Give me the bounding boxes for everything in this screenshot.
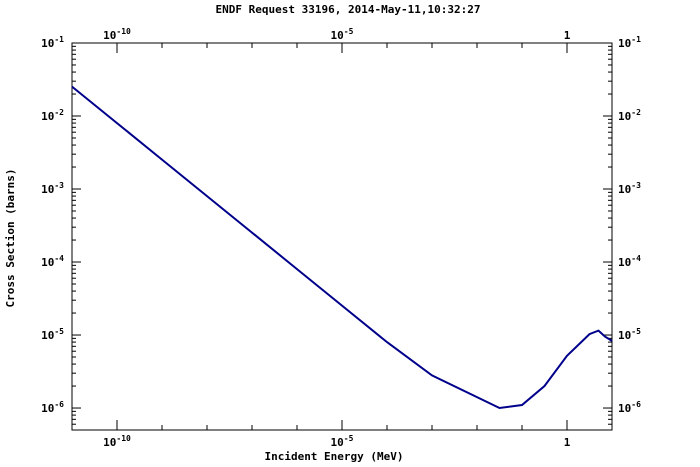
y-tick-label-left: 10-6 — [41, 400, 64, 415]
y-tick-label-left: 10-2 — [41, 108, 64, 123]
y-tick-label-right: 10-2 — [618, 108, 641, 123]
y-tick-label-right: 10-3 — [618, 181, 641, 196]
y-tick-label-left: 10-1 — [41, 35, 64, 50]
x-tick-label-top: 1 — [564, 29, 571, 42]
plot-frame — [71, 42, 613, 431]
y-tick-label-left: 10-5 — [41, 327, 64, 342]
x-tick-label-top: 10-10 — [103, 27, 131, 42]
y-tick-label-left: 10-4 — [41, 254, 64, 269]
y-tick-label-right: 10-1 — [618, 35, 641, 50]
chart-title: ENDF Request 33196, 2014-May-11,10:32:27 — [216, 3, 481, 16]
y-axis-label: Cross Section (barns) — [4, 168, 17, 307]
major-ticks — [72, 42, 612, 430]
tick-labels: 10-10 10-10 10-5 10-5 1 1 10-1 10-1 10-2 10-2 10-3… — [41, 27, 641, 449]
y-tick-label-left: 10-3 — [41, 181, 64, 196]
minor-ticks — [71, 43, 613, 430]
series-line — [71, 85, 613, 410]
y-tick-label-right: 10-4 — [618, 254, 641, 269]
x-tick-label-bottom: 10-5 — [331, 434, 354, 449]
x-axis-label: Incident Energy (MeV) — [264, 450, 403, 463]
x-tick-label-bottom: 10-10 — [103, 434, 131, 449]
x-tick-label-bottom: 1 — [564, 436, 571, 449]
y-tick-label-right: 10-6 — [618, 400, 641, 415]
x-tick-label-top: 10-5 — [331, 27, 354, 42]
y-tick-label-right: 10-5 — [618, 327, 641, 342]
